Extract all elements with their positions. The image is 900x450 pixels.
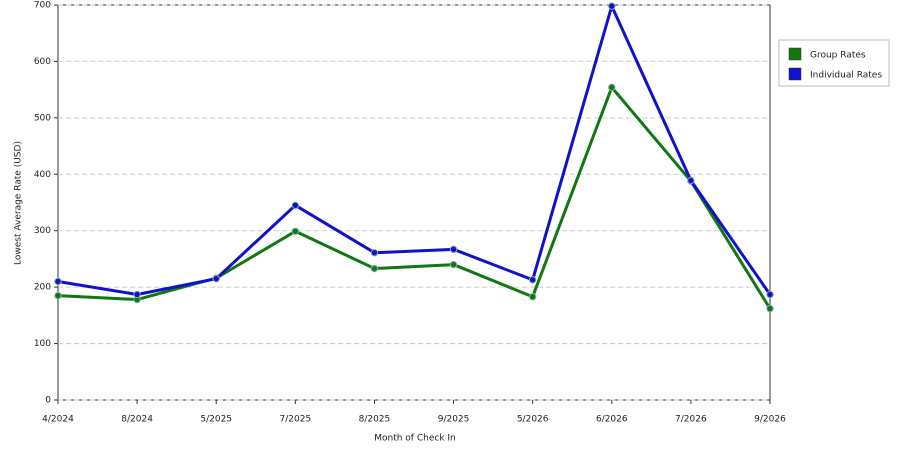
data-point [291, 227, 300, 235]
y-tick-label: 300 [34, 226, 51, 236]
data-point [528, 276, 537, 284]
data-point [608, 2, 616, 10]
data-point [370, 264, 379, 273]
data-point [449, 245, 458, 254]
plot-area [57, 4, 771, 401]
series-line [57, 85, 772, 310]
legend-swatch [788, 67, 802, 81]
data-point [370, 249, 379, 257]
data-point [133, 290, 141, 299]
x-tick-label: 7/2025 [279, 415, 311, 425]
x-tick-label: 4/2024 [42, 415, 74, 425]
y-tick-label: 500 [34, 113, 51, 123]
x-tick-label: 6/2026 [596, 415, 628, 425]
y-tick-label: 200 [34, 283, 51, 293]
data-point [687, 176, 695, 185]
data-point [608, 83, 616, 92]
y-tick-label: 600 [34, 57, 51, 67]
data-point [291, 201, 300, 210]
data-point [766, 304, 774, 313]
x-axis-label: Month of Check In [374, 434, 456, 444]
y-tick-label: 400 [34, 170, 51, 180]
data-point [54, 291, 62, 300]
x-tick-label: 5/2025 [200, 415, 232, 425]
data-point [766, 290, 774, 299]
x-tick-label: 9/2026 [754, 415, 786, 425]
data-point [54, 277, 62, 286]
y-tick-label: 700 [34, 1, 51, 11]
legend-swatch [788, 47, 802, 61]
x-tick-label: 8/2025 [359, 415, 391, 425]
legend-box [778, 39, 890, 87]
legend-label: Group Rates [810, 51, 866, 61]
legend-label: Individual Rates [810, 71, 882, 81]
data-point [212, 274, 220, 283]
data-point [449, 260, 458, 269]
series-line [57, 4, 772, 296]
x-tick-label: 7/2026 [675, 415, 707, 425]
y-axis-label: Lowest Average Rate (USD) [14, 141, 24, 265]
data-point [528, 293, 537, 301]
y-tick-label: 0 [45, 396, 51, 406]
y-tick-label: 100 [34, 339, 51, 349]
x-tick-label: 9/2025 [438, 415, 470, 425]
x-tick-label: 8/2024 [121, 415, 153, 425]
x-tick-label: 5/2026 [517, 415, 549, 425]
